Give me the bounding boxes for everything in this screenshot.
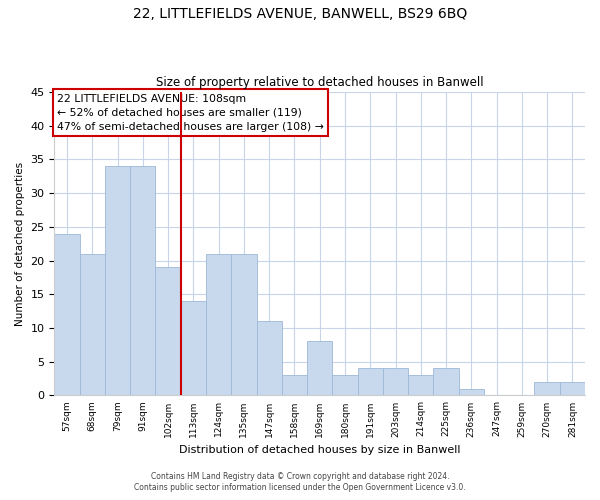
Bar — [332, 375, 358, 396]
Bar — [155, 268, 181, 396]
Bar — [130, 166, 155, 396]
Text: 22 LITTLEFIELDS AVENUE: 108sqm
← 52% of detached houses are smaller (119)
47% of: 22 LITTLEFIELDS AVENUE: 108sqm ← 52% of … — [57, 94, 324, 132]
Bar — [408, 375, 433, 396]
Bar — [307, 342, 332, 396]
Bar — [383, 368, 408, 396]
Bar — [560, 382, 585, 396]
Bar — [55, 234, 80, 396]
Y-axis label: Number of detached properties: Number of detached properties — [15, 162, 25, 326]
Bar — [181, 301, 206, 396]
Bar — [433, 368, 458, 396]
Text: 22, LITTLEFIELDS AVENUE, BANWELL, BS29 6BQ: 22, LITTLEFIELDS AVENUE, BANWELL, BS29 6… — [133, 8, 467, 22]
Bar — [282, 375, 307, 396]
Bar — [105, 166, 130, 396]
Bar — [458, 388, 484, 396]
Bar — [231, 254, 257, 396]
Bar — [257, 322, 282, 396]
Bar — [535, 382, 560, 396]
Bar — [206, 254, 231, 396]
X-axis label: Distribution of detached houses by size in Banwell: Distribution of detached houses by size … — [179, 445, 460, 455]
Bar — [80, 254, 105, 396]
Bar — [358, 368, 383, 396]
Text: Contains HM Land Registry data © Crown copyright and database right 2024.
Contai: Contains HM Land Registry data © Crown c… — [134, 472, 466, 492]
Title: Size of property relative to detached houses in Banwell: Size of property relative to detached ho… — [156, 76, 484, 90]
